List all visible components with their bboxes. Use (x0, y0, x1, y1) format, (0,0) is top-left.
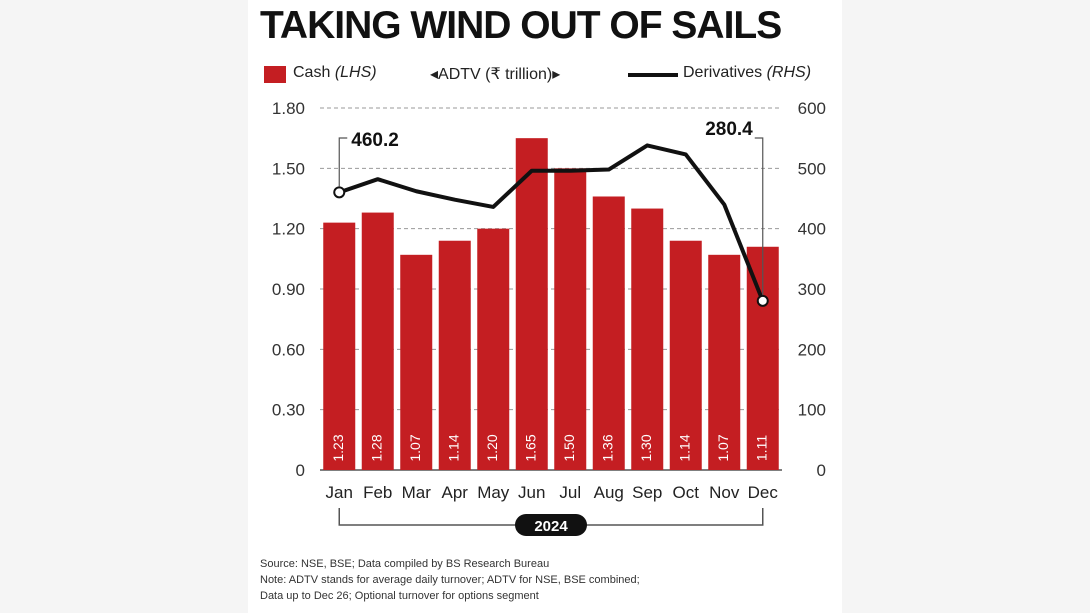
legend-cash-side: (LHS) (334, 64, 377, 81)
y-left-tick-label: 0.60 (272, 340, 305, 359)
bar-value-label: 1.14 (676, 434, 692, 461)
annotation-leader (338, 137, 348, 187)
y-right-tick-label: 500 (798, 159, 826, 178)
bar-value-label: 1.30 (638, 434, 654, 461)
bar-jun (515, 138, 548, 470)
legend-derivatives-line (628, 73, 678, 77)
x-tick-label: May (477, 483, 510, 502)
derivatives-line (338, 143, 765, 302)
x-tick-label: Jul (559, 483, 581, 502)
legend-cash-swatch (264, 66, 286, 83)
x-tick-label: Nov (709, 483, 740, 502)
annotation-label: 280.4 (705, 119, 753, 140)
bar-value-label: 1.36 (599, 434, 615, 461)
legend-derivatives-side: (RHS) (766, 64, 812, 81)
legend-adtv: ◂ADTV (₹ trillion)▸ (430, 66, 561, 83)
bar-jul (554, 168, 587, 471)
x-tick-label: Apr (442, 483, 469, 502)
y-right-tick-label: 0 (817, 461, 826, 480)
year-badge (515, 514, 587, 536)
x-tick-label: Jan (326, 483, 353, 502)
bar-value-label: 1.65 (522, 434, 538, 461)
x-tick-label: Feb (363, 483, 392, 502)
bar-value-label: 1.11 (753, 435, 769, 461)
annotation-leader (754, 137, 764, 295)
x-tick-label: Mar (402, 483, 432, 502)
note-line-2: Data up to Dec 26; Optional turnover for… (260, 590, 539, 602)
bar-nov (708, 254, 741, 470)
x-tick-label: Jun (518, 483, 545, 502)
bar-value-label: 1.28 (368, 434, 384, 461)
x-tick-label: Oct (673, 483, 700, 502)
y-right-tick-label: 400 (798, 220, 826, 239)
bar-value-label: 1.07 (407, 434, 423, 461)
note-line-1: Note: ADTV stands for average daily turn… (260, 574, 640, 586)
x-tick-label: Aug (594, 483, 624, 502)
bar-value-label: 1.07 (715, 434, 731, 461)
bar-oct (669, 240, 702, 470)
y-right-tick-label: 100 (798, 401, 826, 420)
bar-value-label: 1.50 (561, 434, 577, 461)
y-right-tick-label: 300 (798, 280, 826, 299)
bar-value-label: 1.14 (445, 434, 461, 461)
bar-value-label: 1.23 (330, 434, 346, 461)
derivatives-point-marker (333, 186, 346, 199)
bar-aug (592, 196, 625, 470)
y-left-tick-label: 1.20 (272, 220, 305, 239)
x-tick-label: Sep (632, 483, 662, 502)
derivatives-point-marker (756, 294, 769, 307)
legend-derivatives: Derivatives (RHS) (683, 64, 811, 82)
legend-cash-label: Cash (293, 64, 331, 81)
x-tick-label: Dec (748, 483, 779, 502)
chart-title: TAKING WIND OUT OF SAILS (260, 4, 782, 47)
y-right-tick-label: 600 (798, 99, 826, 118)
y-right-tick-label: 200 (798, 340, 826, 359)
y-left-tick-label: 0 (296, 461, 305, 480)
y-left-tick-label: 1.80 (272, 99, 305, 118)
y-left-tick-label: 0.30 (272, 401, 305, 420)
bar-value-label: 1.20 (484, 434, 500, 461)
legend-derivatives-label: Derivatives (683, 64, 763, 81)
bar-may (477, 228, 510, 470)
source-note: Source: NSE, BSE; Data compiled by BS Re… (260, 558, 550, 570)
bar-mar (400, 254, 433, 470)
annotation-label: 460.2 (351, 130, 399, 151)
year-label: 2024 (534, 518, 568, 535)
y-left-tick-label: 1.50 (272, 159, 305, 178)
bar-sep (631, 208, 664, 471)
bar-jan (323, 222, 356, 470)
bar-apr (438, 240, 471, 470)
bar-feb (361, 212, 394, 471)
y-left-tick-label: 0.90 (272, 280, 305, 299)
legend-cash: Cash (LHS) (293, 64, 377, 82)
